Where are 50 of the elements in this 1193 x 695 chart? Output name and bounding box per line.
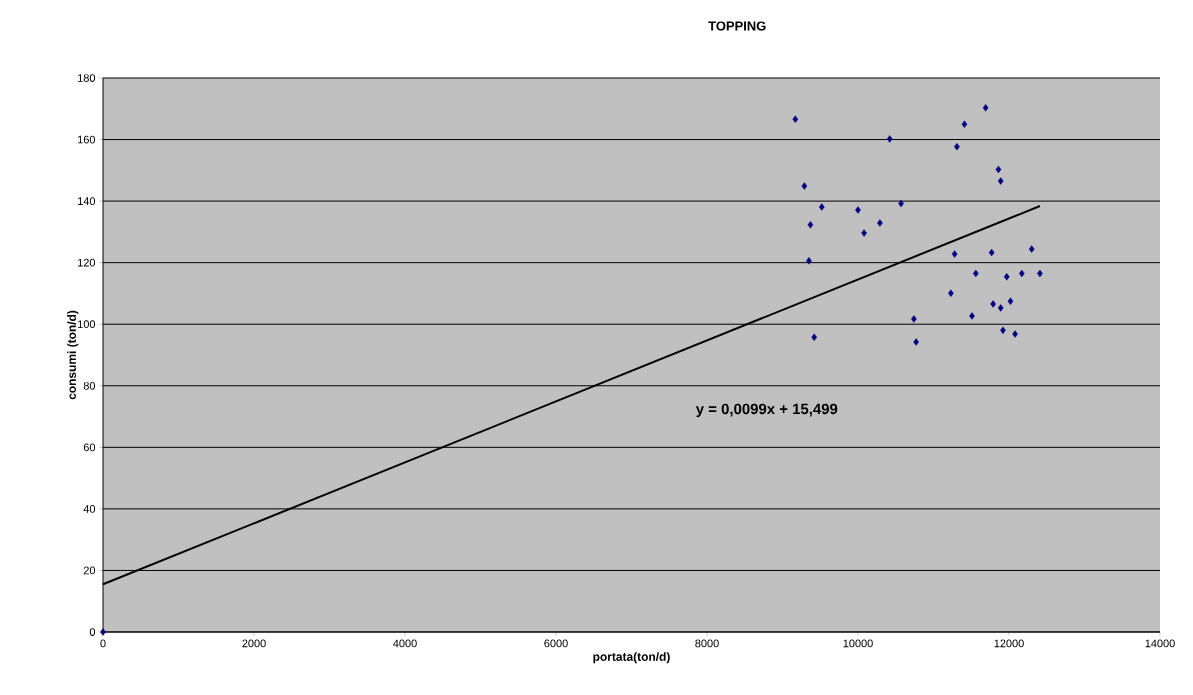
point bbox=[988, 248, 995, 257]
y-tick-label: 60 bbox=[83, 443, 96, 452]
point bbox=[961, 120, 968, 128]
y-tick-label: 80 bbox=[83, 381, 96, 390]
point bbox=[995, 165, 1002, 174]
y-tick-label: 120 bbox=[78, 258, 96, 267]
point bbox=[997, 304, 1004, 312]
y-tick-label: 160 bbox=[78, 135, 96, 144]
point bbox=[806, 257, 812, 265]
x-tick-label: 10000 bbox=[843, 639, 873, 648]
point bbox=[948, 289, 954, 297]
point bbox=[818, 203, 825, 211]
y-tick-label: 140 bbox=[78, 197, 96, 205]
point bbox=[801, 182, 808, 190]
point bbox=[911, 315, 917, 323]
point bbox=[792, 115, 799, 123]
point bbox=[100, 628, 106, 636]
point bbox=[1012, 330, 1018, 338]
y-tick-label: 100 bbox=[78, 320, 96, 329]
annotation: y = 0,0099x + 15,499 bbox=[695, 403, 838, 418]
point bbox=[990, 300, 996, 308]
y-tick-label: 20 bbox=[83, 566, 96, 575]
x-axis-title: portata(ton/d) bbox=[593, 652, 670, 664]
x-tick-label: 12000 bbox=[994, 639, 1024, 648]
x-tick-label: 4000 bbox=[393, 639, 417, 648]
y-tick-label: 0 bbox=[89, 628, 96, 636]
y-tick-label: 180 bbox=[78, 74, 96, 82]
x-tick-label: 2000 bbox=[242, 639, 266, 648]
y-tick-label: 40 bbox=[83, 505, 96, 513]
point bbox=[1028, 245, 1035, 253]
point bbox=[997, 177, 1004, 185]
point bbox=[811, 333, 818, 341]
point bbox=[807, 221, 814, 229]
point bbox=[861, 229, 867, 237]
point bbox=[855, 206, 861, 214]
point bbox=[982, 104, 989, 112]
x-tick-label: 6000 bbox=[544, 639, 568, 648]
chart-title: TOPPING bbox=[708, 21, 766, 31]
x-tick-label: 0 bbox=[100, 639, 106, 648]
point bbox=[886, 135, 893, 143]
point bbox=[969, 312, 975, 320]
x-tick-label: 8000 bbox=[695, 639, 719, 648]
point bbox=[877, 219, 883, 227]
point bbox=[913, 338, 919, 346]
point bbox=[972, 269, 979, 278]
point bbox=[1007, 297, 1014, 305]
point bbox=[1003, 273, 1010, 281]
x-tick-label: 14000 bbox=[1145, 639, 1175, 648]
y-axis-title: consumi (ton/d) bbox=[67, 310, 79, 400]
point bbox=[951, 250, 958, 258]
